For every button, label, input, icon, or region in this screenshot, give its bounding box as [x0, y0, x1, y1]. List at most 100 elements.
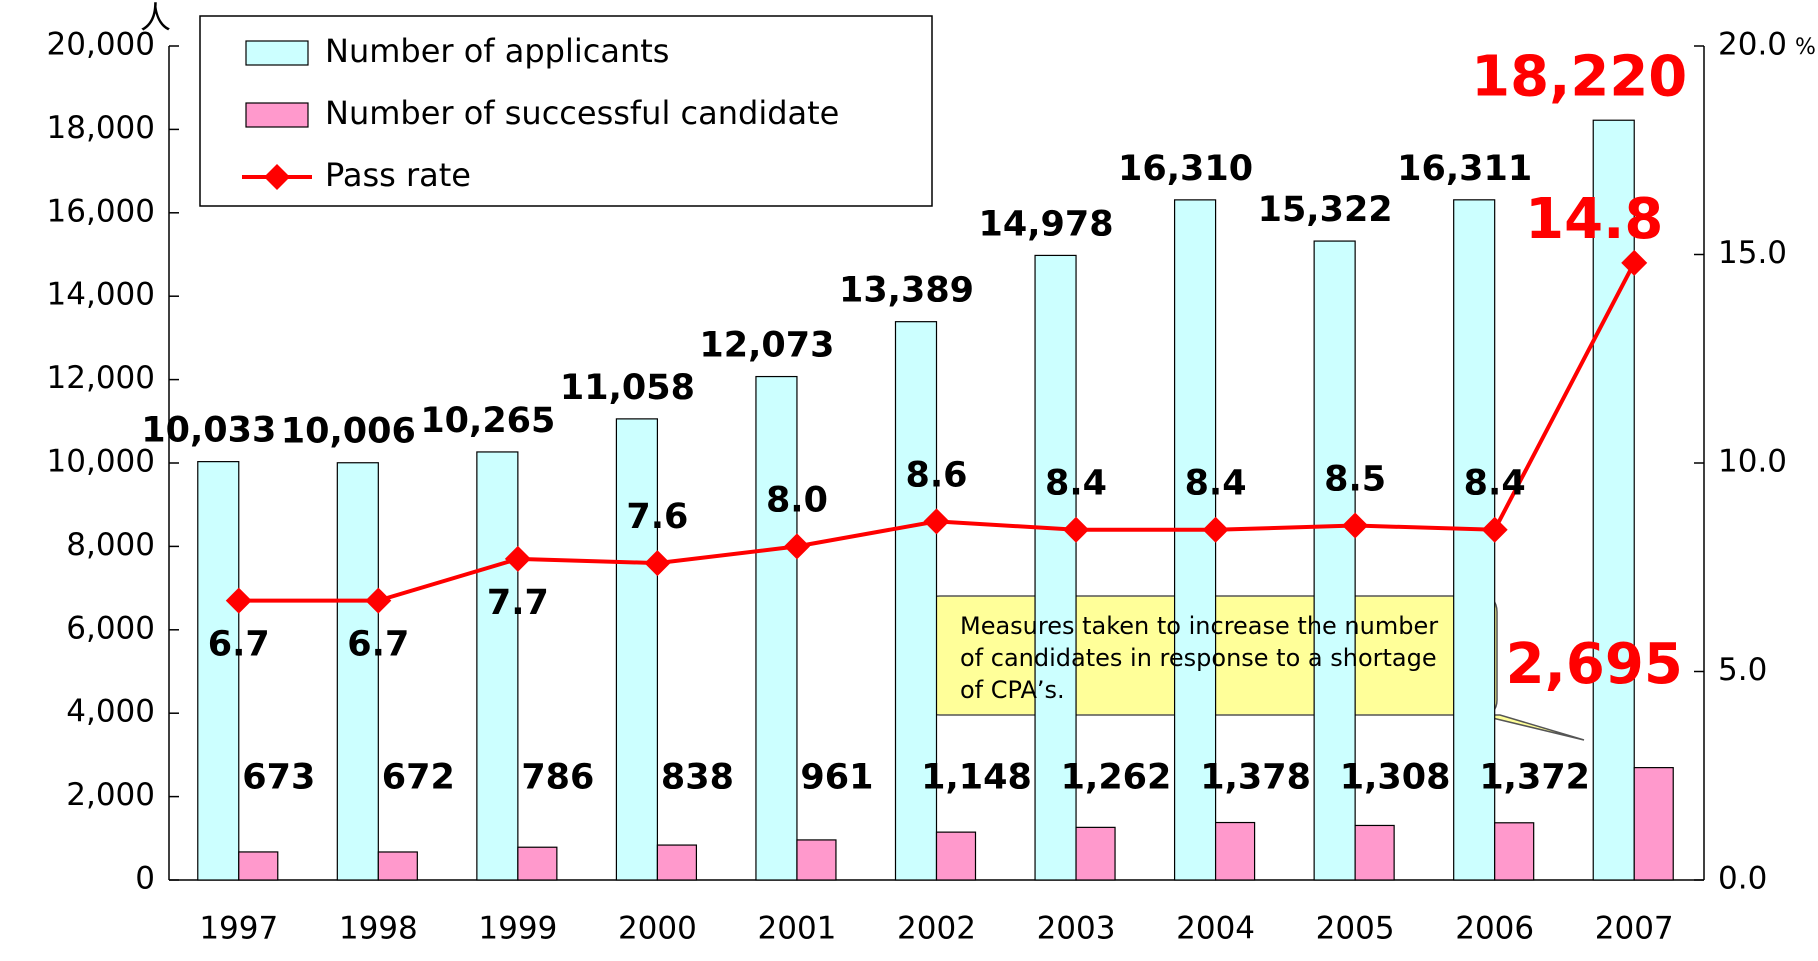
pass-rate-marker	[1342, 512, 1369, 539]
pass-rate-label: 8.4	[1185, 464, 1247, 504]
x-tick-label: 1997	[199, 911, 278, 947]
legend-box	[199, 15, 933, 207]
x-tick-label: 2006	[1455, 911, 1534, 947]
pass-rate-label: 6.7	[208, 625, 270, 665]
successful-bar	[935, 831, 977, 881]
applicants-label: 10,265	[420, 401, 555, 441]
y2-tick-label: 0.0	[1718, 861, 1767, 897]
y-tick-label: 20,000	[47, 27, 155, 63]
applicants-label: 15,322	[1258, 190, 1393, 230]
pass-rate-marker	[1202, 516, 1229, 543]
applicants-label: 18,220	[1471, 44, 1687, 109]
applicants-bar	[1592, 119, 1635, 881]
y2-tick-label: 15.0	[1718, 235, 1787, 271]
successful-label: 2,695	[1506, 632, 1683, 697]
legend-label: Pass rate	[325, 156, 471, 194]
y-tick-label: 4,000	[66, 694, 155, 730]
y2-unit: %	[1795, 35, 1816, 60]
successful-label: 673	[242, 757, 315, 797]
applicants-label: 11,058	[560, 368, 695, 408]
y2-tick-label: 5.0	[1718, 652, 1767, 688]
successful-bar	[1354, 824, 1395, 881]
x-tick-label: 2002	[897, 911, 976, 947]
y-unit: 人	[140, 1, 171, 37]
successful-label: 1,372	[1479, 757, 1590, 797]
x-tick-label: 2003	[1037, 911, 1116, 947]
x-tick-label: 2001	[758, 911, 837, 947]
pass-rate-label: 8.5	[1324, 460, 1386, 500]
applicants-bar	[476, 451, 519, 881]
successful-bar	[796, 839, 837, 881]
pass-rate-marker	[1481, 516, 1508, 543]
y-tick-label: 2,000	[66, 777, 155, 813]
pass-rate-marker	[783, 533, 810, 560]
y-tick-label: 0	[135, 861, 155, 897]
pass-rate-label: 8.0	[766, 480, 828, 520]
applicants-label: 10,006	[281, 412, 416, 452]
annotation: Measures taken to increase the number of…	[960, 612, 1439, 704]
y-tick-label: 6,000	[66, 610, 155, 646]
pass-rate-marker	[365, 587, 392, 614]
applicants-label: 12,073	[699, 326, 834, 366]
successful-bar	[1075, 826, 1116, 881]
successful-bar	[1214, 821, 1256, 881]
legend-swatch	[245, 102, 309, 128]
successful-bar	[377, 851, 418, 881]
legend-marker	[264, 164, 290, 190]
pass-rate-label: 14.8	[1525, 187, 1663, 252]
pass-rate-marker	[923, 508, 950, 535]
y2-tick-label: 10.0	[1718, 444, 1787, 480]
applicants-bar	[1453, 199, 1496, 881]
successful-label: 672	[382, 757, 455, 797]
x-tick-label: 1999	[478, 911, 557, 947]
successful-label: 1,148	[921, 757, 1032, 797]
successful-label: 1,308	[1340, 757, 1451, 797]
applicants-bar	[615, 418, 659, 881]
legend-swatch	[245, 40, 309, 66]
y-tick-label: 18,000	[47, 110, 155, 146]
pass-rate-marker	[1063, 516, 1090, 543]
successful-label: 786	[521, 757, 594, 797]
x-tick-label: 2005	[1316, 911, 1395, 947]
applicants-bar	[755, 375, 798, 881]
x-tick-label: 2004	[1176, 911, 1255, 947]
applicants-bar	[1173, 199, 1217, 881]
applicants-label: 16,310	[1118, 149, 1253, 189]
successful-bar	[517, 846, 558, 881]
pass-rate-label: 8.4	[1045, 464, 1107, 504]
applicants-label: 13,389	[839, 271, 974, 311]
pass-rate-label: 8.6	[905, 455, 967, 495]
legend-label: Number of applicants	[325, 32, 669, 70]
applicants-label: 10,033	[141, 411, 276, 451]
pass-rate-label: 7.7	[487, 583, 549, 623]
x-tick-label: 2000	[618, 911, 697, 947]
successful-bar	[1494, 822, 1535, 881]
x-tick-label: 2007	[1595, 911, 1674, 947]
y-tick-label: 8,000	[66, 527, 155, 563]
applicants-bar	[197, 461, 240, 881]
successful-label: 838	[661, 757, 734, 797]
pass-rate-label: 8.4	[1464, 464, 1526, 504]
successful-label: 1,262	[1061, 757, 1172, 797]
pass-rate-marker	[504, 545, 531, 572]
y-tick-label: 12,000	[47, 360, 155, 396]
y-tick-label: 10,000	[47, 444, 155, 480]
successful-bar	[656, 844, 698, 881]
y-tick-label: 14,000	[47, 277, 155, 313]
pass-rate-label: 6.7	[347, 625, 409, 665]
successful-label: 961	[800, 757, 873, 797]
y2-tick-label: 20.0	[1718, 27, 1787, 63]
successful-label: 1,378	[1200, 757, 1311, 797]
applicants-label: 14,978	[979, 204, 1114, 244]
applicants-bar	[1034, 254, 1077, 881]
successful-bar	[238, 851, 279, 881]
applicants-label: 16,311	[1397, 149, 1532, 189]
applicants-bar	[894, 321, 938, 881]
legend-label: Number of successful candidate	[325, 94, 839, 132]
pass-rate-marker	[225, 587, 252, 614]
pass-rate-label: 7.6	[626, 497, 688, 537]
applicants-bar	[1313, 240, 1356, 881]
x-tick-label: 1998	[339, 911, 418, 947]
